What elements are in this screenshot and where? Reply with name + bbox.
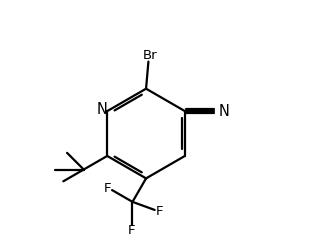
Text: F: F [104,182,112,195]
Text: Br: Br [142,49,157,62]
Text: N: N [97,102,108,117]
Text: F: F [156,205,163,218]
Text: N: N [219,104,230,119]
Text: F: F [128,224,135,237]
